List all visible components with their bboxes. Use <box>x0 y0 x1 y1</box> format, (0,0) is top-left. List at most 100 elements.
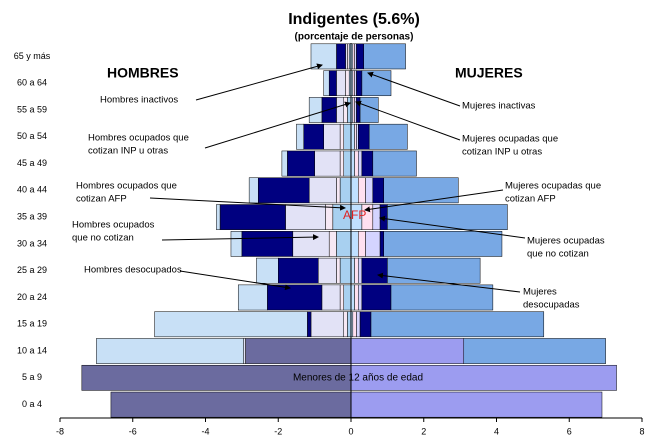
bar <box>350 284 355 311</box>
bar <box>383 231 503 257</box>
bar <box>323 70 330 97</box>
annotation: Mujeres <box>523 287 557 298</box>
y-tick-label: 65 y más <box>14 51 51 61</box>
bar <box>372 177 384 204</box>
bar <box>285 204 326 230</box>
annotation: Mujeres ocupadas que <box>505 181 601 192</box>
bar <box>237 284 268 311</box>
bar <box>352 311 357 338</box>
bar <box>363 43 406 70</box>
bar <box>110 391 352 418</box>
annotation: que no cotizan <box>72 233 134 244</box>
bar <box>339 284 344 311</box>
center-label: AFP <box>343 208 366 222</box>
bar <box>379 231 384 257</box>
annotation: Hombres ocupados <box>72 220 155 231</box>
annotation: que no cotizan <box>527 249 589 260</box>
bar <box>339 177 352 204</box>
x-tick-label: 6 <box>567 426 572 435</box>
y-tick-label: 20 a 24 <box>17 292 47 302</box>
bar <box>354 97 357 123</box>
bar <box>230 231 243 257</box>
bar <box>365 177 374 204</box>
chart-title: Indigentes (5.6%) <box>288 11 420 28</box>
bar <box>390 284 494 311</box>
annotation: Mujeres ocupadas que <box>462 134 558 145</box>
x-tick-label: 2 <box>421 426 426 435</box>
bar <box>343 97 348 123</box>
annotation-arrow <box>161 234 319 241</box>
bar <box>345 43 348 70</box>
chart-subtitle: (porcentaje de personas) <box>295 32 414 43</box>
bar <box>243 338 246 364</box>
annotation-arrow <box>377 272 521 293</box>
bar <box>287 150 315 177</box>
bar <box>323 123 341 150</box>
x-tick-label: 4 <box>494 426 499 435</box>
bar <box>354 284 359 311</box>
bar <box>336 97 344 123</box>
bar <box>359 97 379 123</box>
annotation-arrow <box>179 270 291 291</box>
bar <box>352 97 355 123</box>
annotation-arrow <box>149 197 346 211</box>
annotation: Mujeres inactivas <box>462 101 536 112</box>
bar <box>361 284 392 311</box>
annotation: Mujeres ocupadas <box>527 236 605 247</box>
y-tick-label: 55 a 59 <box>17 104 47 114</box>
y-tick-label: 5 a 9 <box>22 372 42 382</box>
bar <box>336 177 341 204</box>
y-tick-label: 25 a 29 <box>17 265 47 275</box>
bar <box>347 43 350 70</box>
y-tick-label: 35 a 39 <box>17 211 47 221</box>
bar <box>352 70 355 97</box>
side-label: HOMBRES <box>107 65 179 81</box>
bar <box>368 123 408 150</box>
bar <box>336 70 346 97</box>
bar <box>463 338 606 364</box>
side-label: MUJERES <box>455 65 523 81</box>
bar <box>314 150 341 177</box>
bar <box>361 70 392 97</box>
annotation: desocupadas <box>523 300 580 311</box>
annotation: cotizan AFP <box>76 194 127 205</box>
annotation: cotizan INP u otras <box>462 147 542 158</box>
bar <box>336 43 346 70</box>
bar <box>245 338 352 364</box>
bar <box>352 43 355 70</box>
bar <box>356 70 363 97</box>
bar <box>350 391 603 418</box>
bar <box>350 123 355 150</box>
bar <box>81 364 352 391</box>
annotation: cotizan INP u otras <box>88 146 168 157</box>
bar <box>350 364 617 391</box>
bar <box>216 204 221 230</box>
y-tick-label: 40 a 44 <box>17 185 47 195</box>
bar <box>318 257 337 284</box>
bar <box>350 257 355 284</box>
bar <box>354 150 359 177</box>
x-tick-label: -8 <box>56 426 64 435</box>
y-tick-label: 50 a 54 <box>17 131 47 141</box>
annotation-arrow <box>195 63 323 101</box>
x-tick-label: 0 <box>348 426 353 435</box>
annotation: cotizan AFP <box>505 194 556 205</box>
bar <box>356 43 364 70</box>
y-tick-label: 15 a 19 <box>17 319 47 329</box>
y-tick-label: 30 a 34 <box>17 238 47 248</box>
bar <box>354 123 357 150</box>
bar <box>343 284 352 311</box>
bar <box>339 123 344 150</box>
x-tick-label: 8 <box>639 426 644 435</box>
bar <box>370 311 545 338</box>
bar <box>96 338 244 364</box>
bar <box>358 231 366 257</box>
bar <box>359 311 372 338</box>
bar <box>350 231 359 257</box>
bar <box>219 204 286 230</box>
bar <box>256 257 279 284</box>
bar <box>328 70 337 97</box>
annotation-arrow <box>379 215 526 239</box>
bar <box>356 123 359 150</box>
